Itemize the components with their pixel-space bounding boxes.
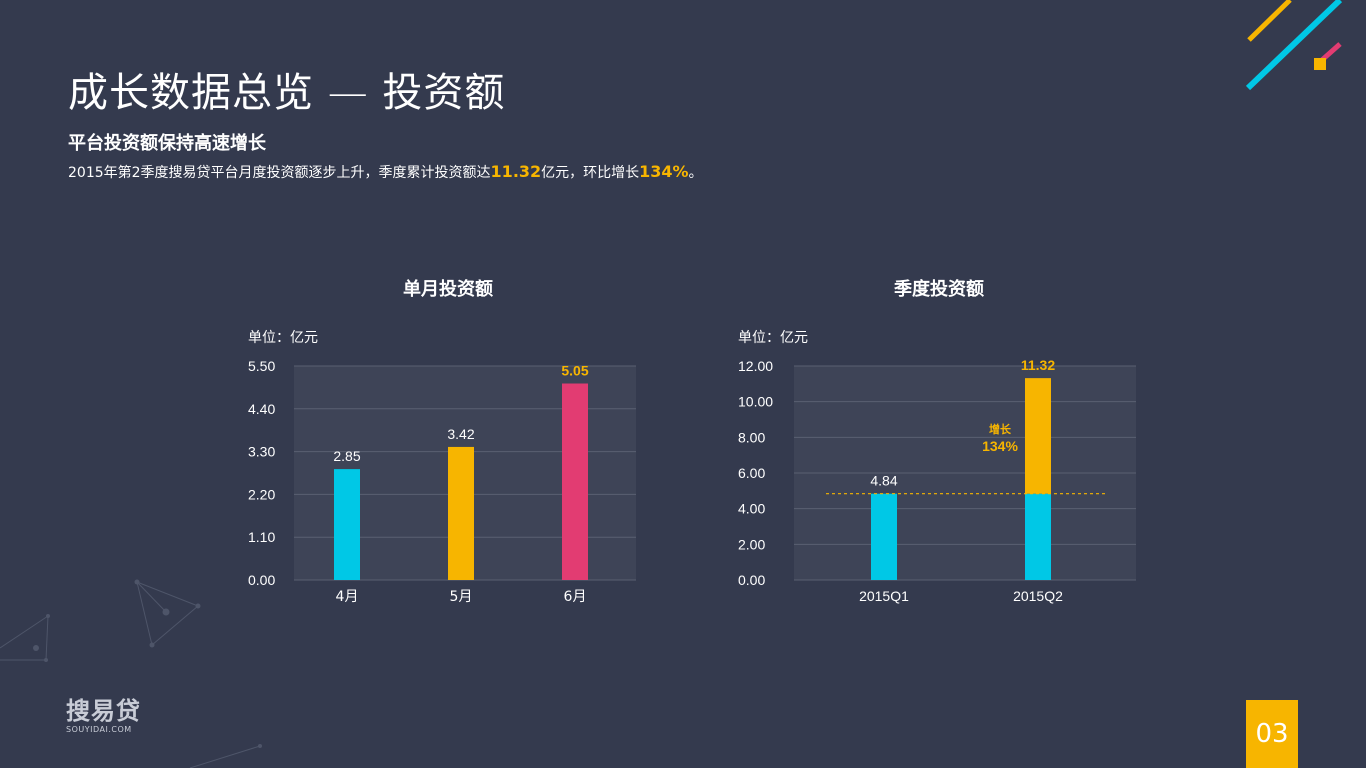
y-tick-label: 0.00 — [738, 572, 765, 588]
x-tick-label: 2015Q2 — [1013, 588, 1063, 604]
y-tick-label: 1.10 — [248, 529, 275, 545]
y-tick-label: 4.40 — [248, 401, 275, 417]
y-tick-label: 10.00 — [738, 394, 773, 410]
data-label: 5.05 — [561, 363, 588, 379]
desc-highlight-amount: 11.32 — [490, 162, 542, 181]
page-number: 03 — [1246, 700, 1298, 768]
data-label: 4.84 — [870, 473, 897, 489]
bar — [562, 383, 588, 580]
x-tick-label: 5月 — [450, 589, 473, 605]
desc-prefix: 2015年第2季度搜易贷平台月度投资额逐步上升，季度累计投资额达 — [68, 165, 491, 181]
bar-segment — [1025, 378, 1051, 494]
bar — [334, 469, 360, 580]
logo-domain: SOUYIDAI.COM — [66, 725, 132, 734]
x-tick-label: 6月 — [564, 589, 587, 605]
page-subtitle: 平台投资额保持高速增长 — [68, 133, 266, 154]
y-tick-label: 4.00 — [738, 501, 765, 517]
desc-suffix: 。 — [688, 165, 703, 181]
bar-segment — [1025, 493, 1051, 580]
page-description: 2015年第2季度搜易贷平台月度投资额逐步上升，季度累计投资额达11.32亿元，… — [68, 162, 703, 182]
growth-annotation-label: 增长 — [989, 422, 1012, 436]
data-label: 2.85 — [333, 448, 360, 464]
monthly-chart-unit: 单位：亿元 — [248, 330, 318, 346]
y-tick-label: 12.00 — [738, 358, 773, 374]
bar-segment — [871, 493, 897, 580]
brand-logo: 搜易贷 SOUYIDAI.COM — [66, 697, 141, 735]
bar — [448, 446, 474, 580]
x-tick-label: 2015Q1 — [859, 588, 909, 604]
y-tick-label: 3.30 — [248, 444, 275, 460]
desc-mid: 亿元，环比增长 — [541, 165, 640, 181]
desc-highlight-growth: 134% — [639, 162, 689, 181]
growth-annotation-value: 134% — [982, 438, 1018, 454]
logo-text: 搜易贷 — [66, 697, 141, 725]
quarterly-chart-title: 季度投资额 — [894, 279, 984, 300]
monthly-chart-title: 单月投资额 — [403, 279, 493, 300]
y-tick-label: 5.50 — [248, 358, 275, 374]
y-tick-label: 8.00 — [738, 429, 765, 445]
x-tick-label: 4月 — [336, 589, 359, 605]
page-title: 成长数据总览 — 投资额 — [68, 70, 506, 116]
y-tick-label: 2.20 — [248, 486, 275, 502]
y-tick-label: 2.00 — [738, 536, 765, 552]
data-label: 3.42 — [447, 426, 474, 442]
y-tick-label: 0.00 — [248, 572, 275, 588]
y-tick-label: 6.00 — [738, 465, 765, 481]
quarterly-chart-unit: 单位：亿元 — [738, 330, 808, 346]
data-label: 11.32 — [1021, 357, 1055, 373]
